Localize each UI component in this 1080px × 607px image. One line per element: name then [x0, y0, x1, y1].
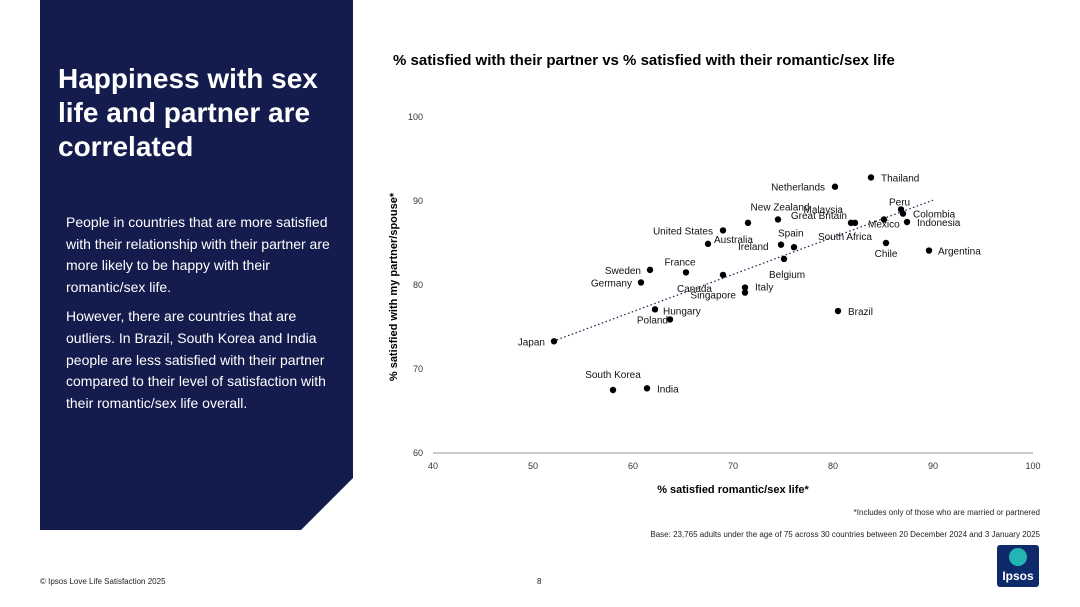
point-label-new-zealand: New Zealand	[751, 202, 810, 213]
point-singapore	[741, 289, 749, 296]
point-label-netherlands: Netherlands	[771, 183, 825, 194]
y-tick-label: 60	[413, 448, 423, 458]
point-poland	[666, 316, 674, 323]
point-label-thailand: Thailand	[881, 173, 919, 184]
logo-text: Ipsos	[1002, 569, 1034, 583]
point-chile	[882, 239, 890, 247]
chart-title: % satisfied with their partner vs % sati…	[393, 52, 895, 69]
logo-mark-icon	[1009, 548, 1027, 566]
point-label-poland: Poland	[637, 315, 668, 326]
point-label-germany: Germany	[591, 278, 632, 289]
y-tick-label: 90	[413, 196, 423, 206]
point-thailand	[867, 174, 875, 181]
point-france	[682, 269, 690, 276]
data-points	[550, 174, 933, 394]
copyright: © Ipsos Love Life Satisfaction 2025	[40, 577, 166, 586]
point-label-indonesia: Indonesia	[917, 218, 961, 229]
point-south-africa	[790, 244, 798, 251]
point-belgium	[780, 255, 788, 263]
x-tick-label: 90	[928, 461, 938, 471]
point-label-france: France	[664, 257, 696, 268]
x-tick-label: 70	[728, 461, 738, 471]
axes: 40 50 60 70 80 90 100 60 70 80 90 100	[408, 112, 1041, 471]
point-argentina	[925, 247, 933, 254]
point-great-britain	[851, 219, 859, 227]
point-hungary	[651, 306, 659, 313]
footnote: *Includes only of those who are married …	[853, 508, 1040, 517]
y-axis-label: % satisfied with my partner/spouse*	[388, 192, 400, 381]
point-japan	[550, 338, 558, 345]
point-label-ireland: Ireland	[738, 242, 769, 253]
point-australia	[704, 240, 712, 248]
point-label-belgium: Belgium	[769, 270, 805, 281]
x-tick-label: 80	[828, 461, 838, 471]
point-label-argentina: Argentina	[938, 247, 981, 258]
point-label-malaysia: Malaysia	[804, 205, 844, 216]
point-label-italy: Italy	[755, 283, 773, 294]
point-label-australia: Australia	[714, 235, 753, 246]
point-label-india: India	[657, 384, 679, 395]
side-paragraph-2: However, there are countries that are ou…	[66, 308, 326, 411]
x-axis-label: % satisfied romantic/sex life*	[657, 484, 809, 496]
ipsos-logo: Ipsos	[997, 545, 1039, 587]
y-tick-label: 80	[413, 280, 423, 290]
point-mexico	[880, 216, 888, 223]
point-new-zealand	[774, 216, 782, 223]
point-label-united-states: United States	[653, 226, 713, 237]
point-indonesia	[903, 218, 911, 226]
point-label-singapore: Singapore	[690, 291, 736, 302]
point-label-japan: Japan	[518, 337, 545, 348]
x-tick-label: 50	[528, 461, 538, 471]
side-title: Happiness with sex life and partner are …	[58, 63, 318, 162]
point-label-south-africa: South Africa	[818, 232, 872, 243]
point-label-great-britain: Great Britain	[791, 211, 847, 222]
y-tick-label: 70	[413, 364, 423, 374]
point-label-south-korea: South Korea	[585, 370, 641, 381]
point-sweden	[646, 266, 654, 274]
base-note: Base: 23,765 adults under the age of 75 …	[650, 530, 1040, 539]
point-label-chile: Chile	[875, 249, 898, 260]
side-paragraph-1: People in countries that are more satisf…	[66, 214, 330, 295]
point-netherlands	[831, 183, 839, 190]
side-text: People in countries that are more satisf…	[66, 212, 338, 422]
point-spain	[777, 241, 785, 248]
point-italy	[741, 284, 749, 291]
x-tick-label: 60	[628, 461, 638, 471]
point-label-canada: Canada	[677, 284, 712, 295]
point-canada	[719, 271, 727, 279]
point-south-korea	[609, 386, 617, 394]
point-colombia	[899, 210, 907, 217]
x-tick-label: 100	[1025, 461, 1040, 471]
point-label-mexico: Mexico	[868, 219, 900, 230]
point-label-brazil: Brazil	[848, 307, 873, 318]
point-label-spain: Spain	[778, 229, 804, 240]
x-tick-label: 40	[428, 461, 438, 471]
point-label-colombia: Colombia	[913, 210, 956, 221]
point-ireland	[744, 219, 752, 227]
point-germany	[637, 279, 645, 286]
point-united-states	[719, 227, 727, 234]
point-label-sweden: Sweden	[605, 266, 641, 277]
side-panel: Happiness with sex life and partner are …	[40, 0, 353, 530]
page-number: 8	[537, 577, 542, 586]
point-brazil	[834, 307, 842, 315]
point-label-hungary: Hungary	[663, 306, 701, 317]
y-tick-label: 100	[408, 112, 423, 122]
point-india	[643, 385, 651, 392]
point-label-peru: Peru	[889, 197, 910, 208]
